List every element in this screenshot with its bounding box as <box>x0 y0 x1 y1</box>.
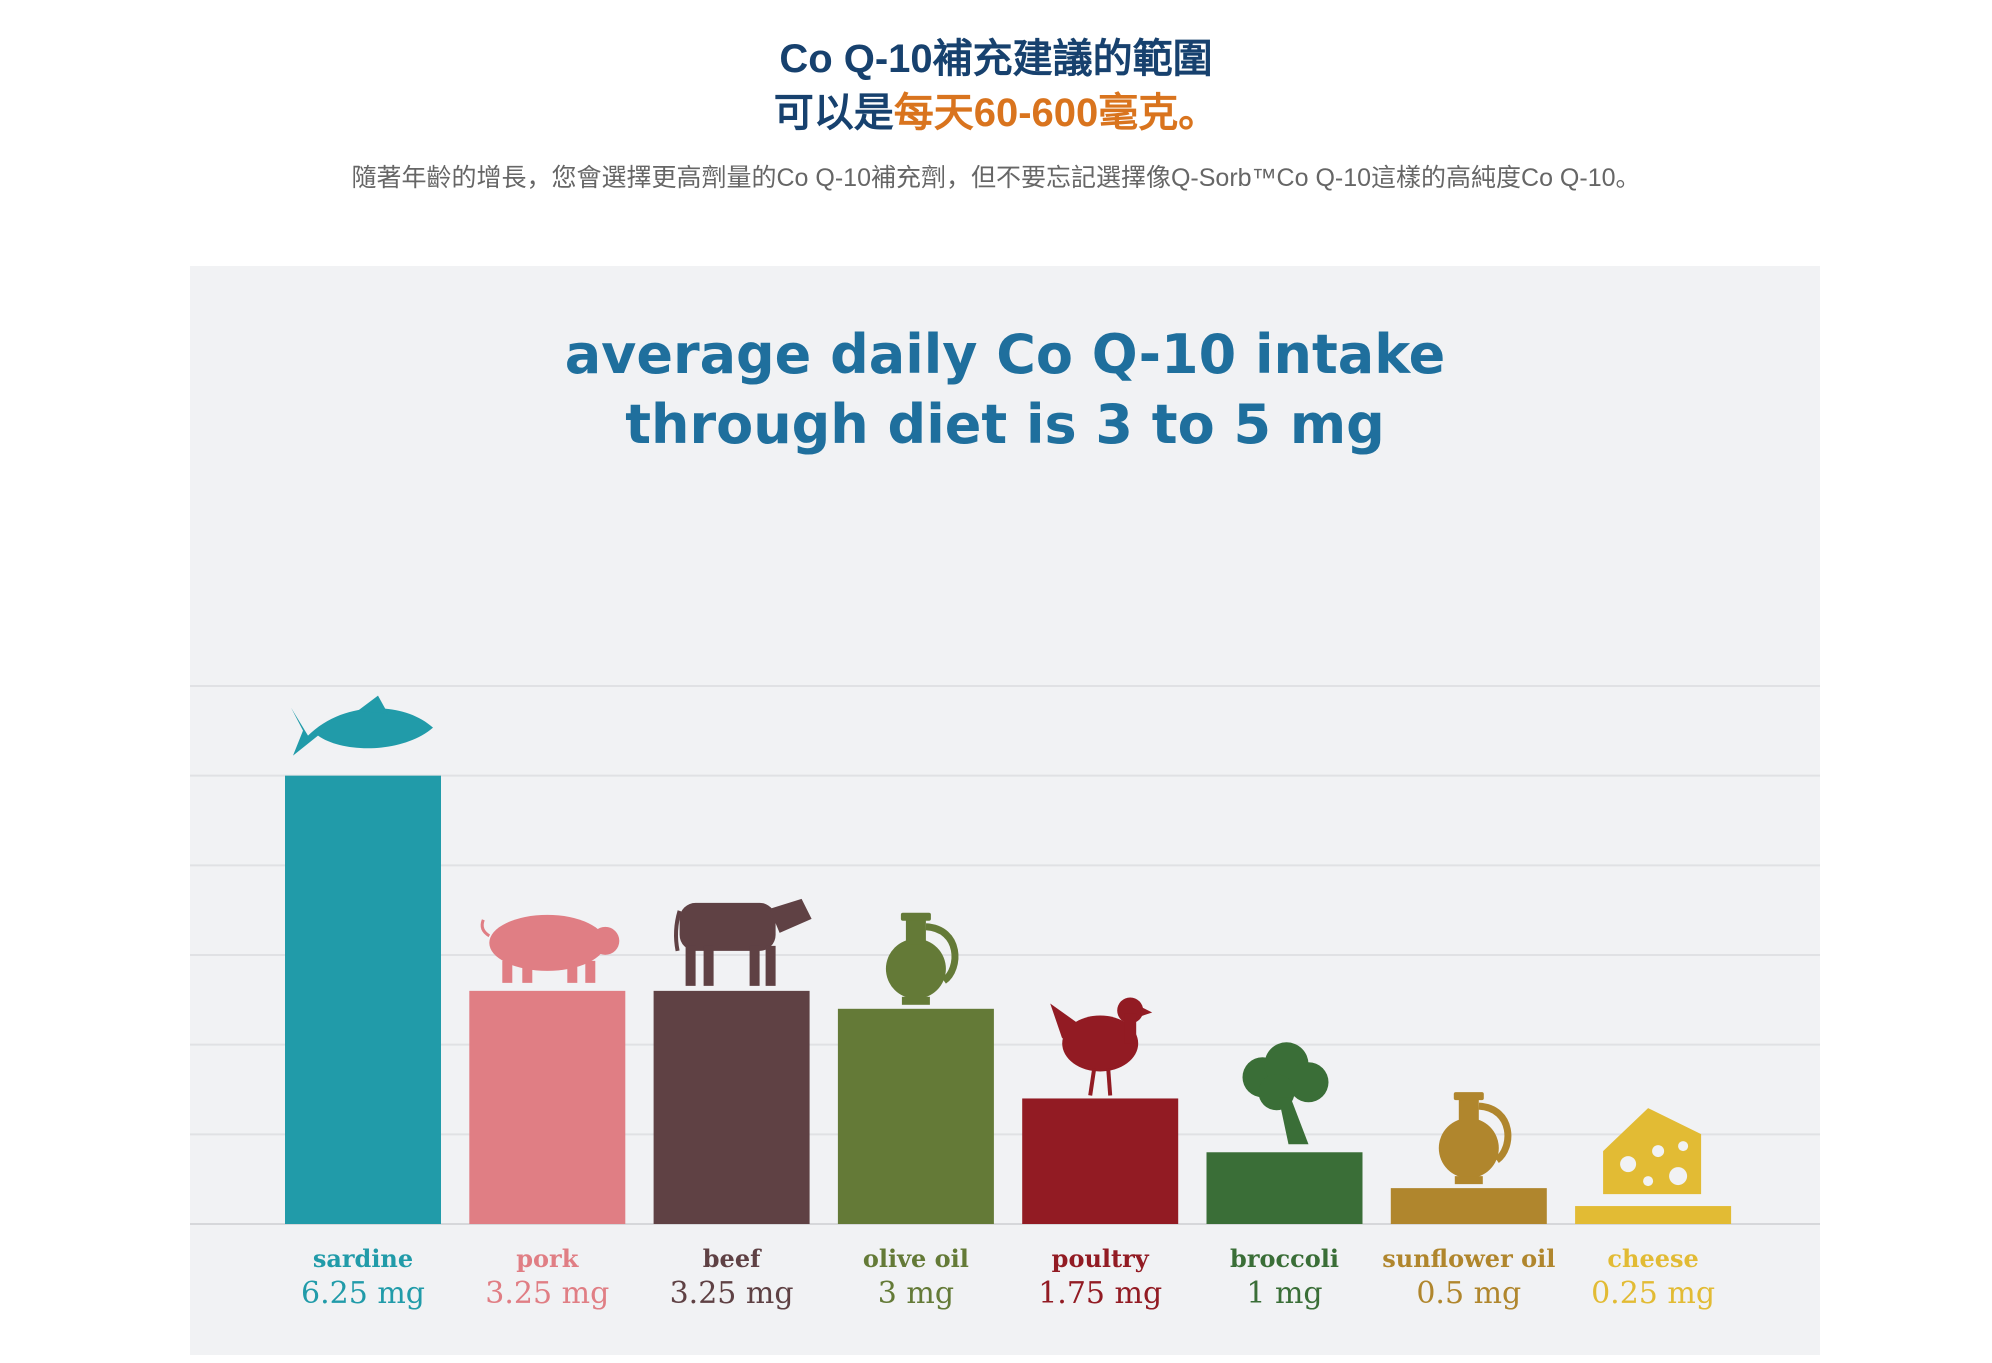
chart-title-line1: average daily Co Q-10 intake <box>564 323 1446 386</box>
category-label: beef <box>703 1244 762 1273</box>
cow-icon <box>674 898 812 986</box>
value-label: 0.5 mg <box>1416 1276 1521 1311</box>
value-label: 3 mg <box>878 1276 954 1311</box>
chart-title-line2: through diet is 3 to 5 mg <box>625 393 1385 456</box>
chart-panel: sardine 6.25 mg pork 3.25 mg beef 3.25 mg oliv… <box>190 266 1820 1355</box>
value-label: 3.25 mg <box>485 1276 609 1311</box>
value-label: 3.25 mg <box>670 1276 794 1311</box>
value-label: 1 mg <box>1246 1276 1322 1311</box>
intro-text: 隨著年齡的增長，您會選擇更高劑量的Co Q-10補充劑，但不要忘記選擇像Q-So… <box>351 164 1641 192</box>
category-label: pork <box>516 1244 579 1273</box>
value-label: 6.25 mg <box>301 1276 425 1311</box>
oil-jug-icon <box>1438 1092 1512 1185</box>
value-label: 0.25 mg <box>1591 1276 1715 1311</box>
category-label: poultry <box>1052 1244 1150 1273</box>
chicken-icon <box>1050 997 1153 1096</box>
bar-olive-oil <box>837 1008 994 1224</box>
olive-oil-jug-icon <box>885 912 959 1005</box>
bar-poultry <box>1022 1098 1179 1224</box>
bar-chart: sardine 6.25 mg pork 3.25 mg beef 3.25 mg oliv… <box>190 685 1820 1311</box>
category-label: broccoli <box>1230 1244 1339 1273</box>
bar-broccoli <box>1206 1152 1363 1224</box>
bar-cheese <box>1575 1206 1732 1224</box>
bar-sardine <box>285 775 441 1224</box>
bar-sunflower-oil <box>1390 1188 1547 1224</box>
category-label: sunflower oil <box>1382 1244 1555 1273</box>
value-label: 1.75 mg <box>1038 1276 1162 1311</box>
subtitle-highlight: 每天60-600毫克 <box>893 91 1179 135</box>
pig-icon <box>480 914 620 983</box>
page-title: Co Q-10補充建議的範圍 <box>779 37 1213 81</box>
fish-icon <box>291 695 433 756</box>
subtitle-suffix: 。 <box>1178 91 1219 135</box>
category-label: sardine <box>313 1244 413 1273</box>
bar-pork <box>469 990 626 1224</box>
page-subtitle: 可以是每天60-600毫克。 <box>0 80 1992 138</box>
broccoli-icon <box>1242 1042 1329 1145</box>
subtitle-prefix: 可以是 <box>773 91 894 135</box>
bar-beef <box>653 990 810 1224</box>
gridlines <box>190 685 1820 1225</box>
category-label: olive oil <box>863 1244 969 1273</box>
category-label: cheese <box>1607 1244 1698 1273</box>
cheese-icon <box>1603 1108 1702 1195</box>
